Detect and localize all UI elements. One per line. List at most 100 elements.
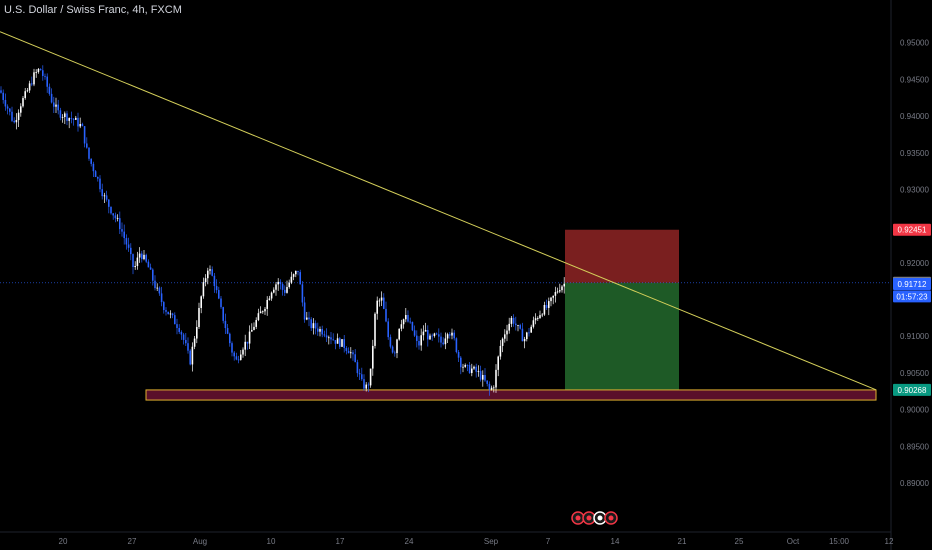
- y-tick-label: 0.90500: [900, 369, 929, 378]
- x-tick-label: 12: [885, 537, 894, 546]
- candle-body: [68, 118, 70, 121]
- candle-body: [165, 310, 167, 312]
- event-flag-icon[interactable]: [582, 511, 596, 525]
- candle-body: [169, 313, 172, 315]
- candle-body: [20, 106, 22, 113]
- candle-body: [330, 337, 332, 340]
- candle-body: [57, 104, 59, 111]
- candle-body: [59, 110, 62, 118]
- candle-body: [127, 244, 130, 248]
- candle-body: [356, 362, 359, 374]
- price-label-text: 01:57:23: [896, 292, 928, 301]
- candle-body: [319, 328, 321, 332]
- candle-body: [308, 317, 310, 320]
- candle-body: [72, 118, 75, 120]
- candle-body: [548, 301, 550, 308]
- candle-body: [281, 284, 284, 290]
- candle-body: [4, 99, 7, 107]
- candle-body: [343, 339, 345, 348]
- event-flag-icon[interactable]: [604, 511, 618, 525]
- chart-title: U.S. Dollar / Swiss Franc, 4h, FXCM: [4, 4, 182, 16]
- candle-body: [213, 275, 216, 287]
- candle-body: [233, 352, 235, 357]
- candle-body: [193, 338, 196, 347]
- candle-body: [125, 238, 128, 245]
- candle-body: [508, 323, 510, 331]
- candle-body: [512, 317, 515, 324]
- candle-body: [387, 321, 389, 338]
- candle-body: [174, 315, 176, 325]
- x-tick-label: 27: [128, 537, 137, 546]
- price-label-badge: [893, 277, 931, 290]
- candle-body: [108, 199, 110, 207]
- candle-body: [83, 126, 86, 144]
- candle-body: [438, 334, 440, 337]
- candle-body: [15, 120, 18, 123]
- candle-body: [314, 323, 317, 329]
- candle-body: [79, 124, 81, 127]
- event-flag-icon[interactable]: [593, 511, 607, 525]
- candle-body: [277, 281, 279, 285]
- candle-body: [556, 291, 559, 293]
- candle-body: [484, 374, 486, 381]
- candle-body: [350, 352, 352, 354]
- candle-body: [383, 297, 385, 309]
- candle-body: [13, 120, 15, 123]
- candle-body: [77, 117, 79, 127]
- event-flag-icon[interactable]: [571, 511, 585, 525]
- candle-body: [453, 332, 455, 339]
- candle-body: [442, 342, 444, 345]
- candle-body: [81, 124, 84, 127]
- support-zone: [145, 389, 877, 401]
- candle-body: [264, 308, 266, 312]
- candle-body: [341, 339, 343, 347]
- candle-body: [510, 317, 513, 324]
- candle-body: [224, 320, 227, 329]
- candle-body: [471, 368, 473, 374]
- candle-body: [563, 283, 565, 287]
- candle-body: [152, 269, 154, 281]
- candle-body: [354, 354, 356, 363]
- candle-body: [396, 339, 398, 354]
- candle-body: [427, 330, 429, 340]
- candle-body: [105, 195, 108, 200]
- candle-body: [251, 329, 253, 332]
- x-tick-label: Oct: [787, 537, 800, 546]
- candle-body: [301, 284, 304, 303]
- candle-body: [244, 341, 246, 350]
- candle-body: [178, 328, 180, 332]
- candle-body: [187, 343, 189, 351]
- candle-body: [495, 369, 497, 388]
- candle-body: [189, 350, 191, 365]
- candle-body: [94, 171, 97, 178]
- candle-body: [532, 320, 535, 327]
- candle-body: [297, 270, 299, 273]
- candle-body: [559, 290, 561, 292]
- price-label-badge: [893, 383, 931, 396]
- candle-body: [103, 195, 106, 197]
- candle-body: [209, 269, 211, 271]
- x-tick-label: Sep: [484, 537, 499, 546]
- x-tick-label: Aug: [193, 537, 207, 546]
- candle-body: [246, 341, 249, 344]
- candle-body: [416, 335, 418, 342]
- candle-body: [517, 325, 519, 326]
- candle-body: [284, 289, 286, 293]
- candle-body: [468, 365, 471, 374]
- candle-body: [0, 90, 2, 93]
- candle-body: [123, 231, 125, 239]
- candle-body: [86, 143, 88, 148]
- candle-body: [88, 147, 90, 159]
- candle-body: [521, 328, 524, 342]
- candle-body: [541, 314, 543, 316]
- candle-body: [369, 368, 372, 386]
- x-tick-label: 17: [336, 537, 345, 546]
- candle-body: [460, 357, 462, 368]
- candle-body: [114, 215, 117, 219]
- candle-body: [75, 117, 77, 120]
- candle-body: [42, 70, 44, 76]
- candle-body: [523, 339, 526, 342]
- candle-body: [550, 297, 552, 302]
- candle-body: [158, 287, 161, 294]
